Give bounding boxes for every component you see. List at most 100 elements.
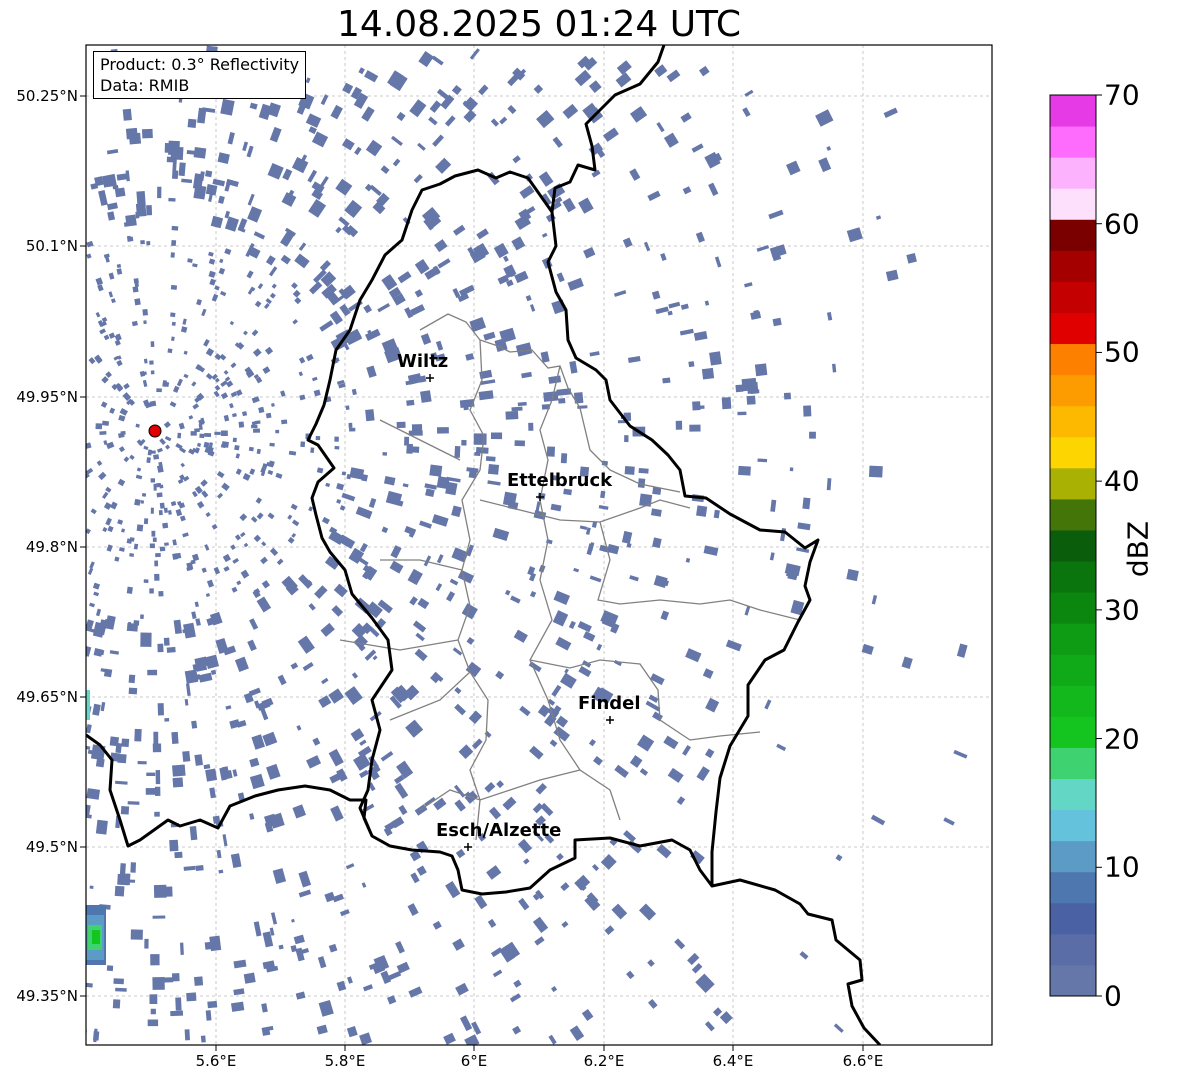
echo-cell bbox=[396, 111, 406, 122]
echo-cell bbox=[89, 561, 95, 569]
echo-cell bbox=[89, 885, 94, 889]
echo-cell bbox=[579, 525, 588, 531]
echo-cell bbox=[660, 610, 670, 621]
echo-cell bbox=[262, 931, 274, 948]
echo-cell bbox=[107, 211, 116, 221]
echo-cell bbox=[249, 757, 260, 768]
echo-cell bbox=[234, 444, 240, 451]
colorbar-segment bbox=[1050, 498, 1096, 531]
echo-cell bbox=[569, 360, 578, 374]
echo-cell bbox=[435, 157, 452, 174]
data-source-label: Data: RMIB bbox=[100, 76, 190, 95]
echo-cell bbox=[336, 980, 347, 992]
echo-cell bbox=[90, 508, 97, 515]
echo-cell bbox=[159, 547, 166, 552]
echo-cell bbox=[224, 179, 232, 192]
echo-cell bbox=[149, 588, 154, 594]
echo-cell bbox=[232, 557, 240, 564]
echo-cell bbox=[487, 480, 501, 486]
echo-cell bbox=[217, 152, 230, 164]
echo-cell bbox=[389, 497, 404, 507]
echo-cell bbox=[118, 414, 126, 422]
echo-cell bbox=[529, 572, 537, 582]
echo-cell bbox=[292, 804, 307, 819]
echo-cell bbox=[434, 353, 446, 362]
echo-cell bbox=[119, 863, 126, 878]
echo-cell bbox=[92, 703, 101, 716]
echo-cell bbox=[134, 298, 141, 306]
echo-cell bbox=[86, 626, 97, 634]
lon-tick-label: 6.6°E bbox=[842, 1052, 884, 1070]
echo-cell bbox=[451, 505, 462, 518]
echo-cell bbox=[235, 389, 243, 397]
echo-cell bbox=[397, 271, 412, 284]
echo-cell bbox=[560, 882, 570, 892]
echo-cell bbox=[269, 292, 276, 299]
echo-cell bbox=[611, 903, 628, 920]
echo-cell bbox=[589, 575, 602, 583]
echo-cell bbox=[507, 268, 515, 278]
echo-cell bbox=[194, 485, 203, 495]
echo-cell bbox=[380, 970, 392, 984]
echo-cell bbox=[258, 103, 272, 120]
echo-cell bbox=[290, 503, 298, 511]
echo-cell bbox=[184, 669, 199, 684]
echo-cell bbox=[142, 128, 153, 139]
echo-cell bbox=[344, 199, 363, 219]
echo-cell bbox=[419, 520, 433, 529]
echo-cell bbox=[234, 534, 241, 541]
echo-cell bbox=[294, 297, 302, 305]
echo-cell bbox=[416, 865, 427, 876]
echo-cell bbox=[629, 755, 643, 768]
echo-cell bbox=[479, 391, 493, 398]
echo-cell bbox=[583, 246, 596, 259]
echo-cell bbox=[101, 376, 109, 384]
echo-cell bbox=[246, 145, 254, 158]
echo-cell bbox=[488, 806, 502, 820]
echo-cell bbox=[205, 1010, 212, 1021]
echo-cell bbox=[86, 253, 92, 259]
colorbar-segment bbox=[1050, 219, 1096, 251]
echo-cell bbox=[336, 768, 348, 782]
echo-cell bbox=[331, 340, 340, 348]
echo-cell bbox=[391, 816, 405, 829]
echo-cell bbox=[130, 929, 143, 940]
echo-cell bbox=[217, 195, 225, 204]
echo-cell bbox=[429, 100, 442, 113]
echo-cell bbox=[510, 595, 521, 604]
echo-cell bbox=[293, 934, 305, 945]
echo-cell bbox=[364, 70, 379, 83]
echo-cell bbox=[102, 420, 110, 426]
echo-cell bbox=[451, 547, 469, 563]
echo-cell bbox=[150, 507, 154, 514]
axes-frame bbox=[85, 44, 993, 1046]
echo-cell bbox=[361, 882, 367, 888]
echo-cell bbox=[251, 329, 259, 337]
echo-cell bbox=[490, 432, 503, 440]
echo-cell bbox=[272, 868, 287, 884]
echo-cell bbox=[330, 104, 343, 120]
echo-cell bbox=[311, 189, 324, 201]
echo-cell bbox=[106, 149, 119, 155]
echo-cell bbox=[622, 237, 633, 248]
lat-tick-label: 49.95°N bbox=[16, 388, 78, 406]
echo-cell bbox=[564, 668, 569, 674]
echo-cell bbox=[95, 311, 101, 318]
echo-cell bbox=[134, 498, 141, 506]
echo-cell bbox=[417, 597, 430, 610]
echo-cell bbox=[521, 371, 532, 379]
echo-cell bbox=[693, 331, 708, 341]
echo-cell bbox=[114, 556, 120, 562]
city-marker bbox=[464, 843, 472, 851]
echo-cell bbox=[529, 590, 537, 598]
echo-cell bbox=[176, 378, 183, 387]
echo-cell bbox=[568, 620, 576, 630]
echo-cell bbox=[413, 174, 423, 184]
echo-cell bbox=[196, 500, 205, 509]
echo-cell bbox=[518, 897, 530, 911]
echo-cell bbox=[271, 283, 277, 289]
echo-cell bbox=[344, 686, 363, 705]
echo-cell bbox=[178, 422, 185, 430]
echo-cell bbox=[404, 525, 417, 536]
echo-cell bbox=[578, 665, 592, 678]
